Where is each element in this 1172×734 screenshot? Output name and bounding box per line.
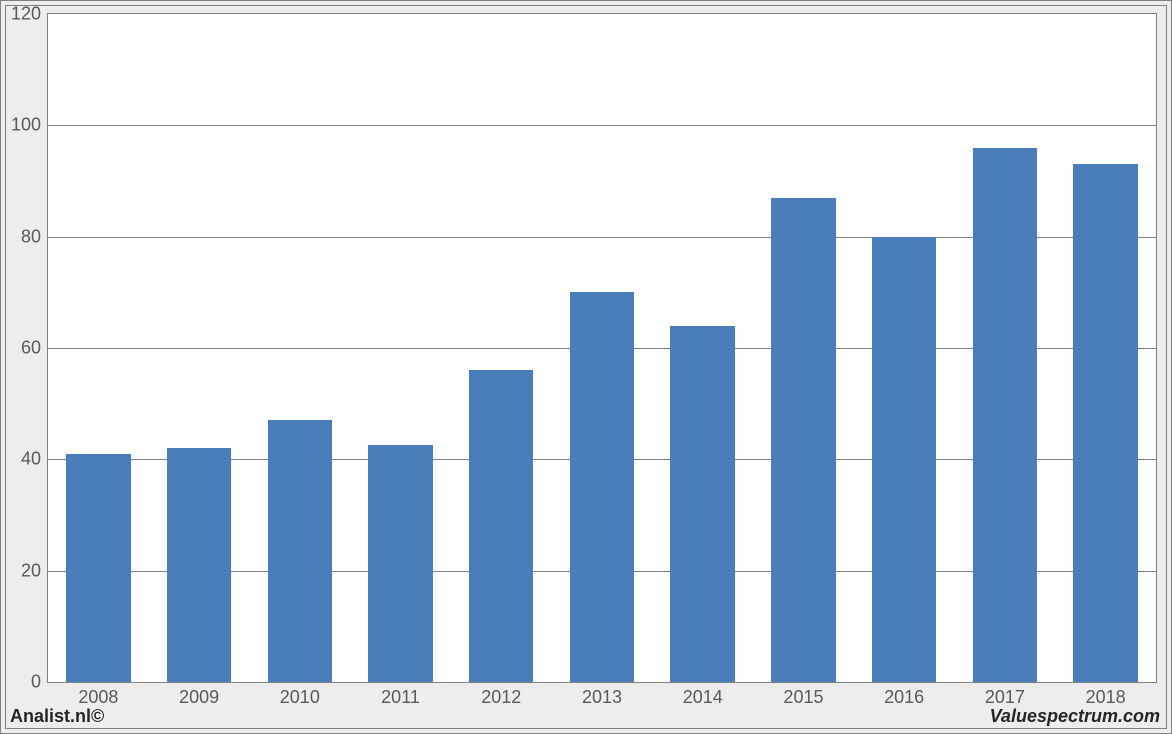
bar: [368, 445, 432, 682]
y-tick-label: 100: [6, 115, 41, 136]
y-tick-label: 0: [6, 672, 41, 693]
bar: [268, 420, 332, 682]
x-tick-label: 2013: [582, 687, 622, 708]
y-tick-label: 40: [6, 449, 41, 470]
y-tick-label: 120: [6, 4, 41, 25]
gridline: [48, 125, 1156, 126]
chart-inner-frame: 0 20 40 60 80 100 120 2008 2009 2010 2011 2012 2013…: [5, 5, 1167, 729]
x-tick-label: 2017: [985, 687, 1025, 708]
bar: [66, 454, 130, 682]
chart-outer-frame: 0 20 40 60 80 100 120 2008 2009 2010 2011 2012 2013…: [0, 0, 1172, 734]
x-tick-label: 2011: [381, 687, 420, 708]
x-tick-label: 2009: [179, 687, 219, 708]
footer-left-credit: Analist.nl©: [10, 706, 104, 727]
bar: [469, 370, 533, 682]
x-tick-label: 2015: [783, 687, 823, 708]
x-tick-label: 2012: [481, 687, 521, 708]
x-tick-label: 2016: [884, 687, 924, 708]
x-tick-label: 2010: [280, 687, 320, 708]
x-tick-label: 2014: [683, 687, 723, 708]
bar: [872, 237, 936, 682]
plot-area: [47, 13, 1157, 683]
bar: [771, 198, 835, 682]
x-tick-label: 2018: [1086, 687, 1126, 708]
bar: [167, 448, 231, 682]
y-tick-label: 60: [6, 338, 41, 359]
x-tick-label: 2008: [78, 687, 118, 708]
footer-right-credit: Valuespectrum.com: [990, 706, 1160, 727]
bar: [570, 292, 634, 682]
y-tick-label: 20: [6, 560, 41, 581]
bar: [1073, 164, 1137, 682]
bar: [973, 148, 1037, 682]
y-tick-label: 80: [6, 226, 41, 247]
bar: [670, 326, 734, 682]
